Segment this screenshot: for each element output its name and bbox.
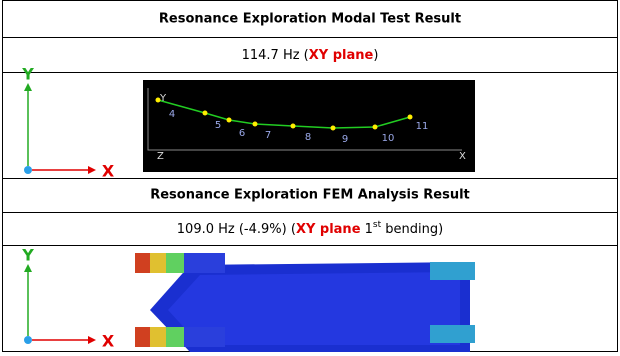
y-arrowhead xyxy=(24,264,32,272)
point-label: 6 xyxy=(239,128,245,139)
plane: XY plane xyxy=(309,48,374,63)
plot-x-label: X xyxy=(459,151,466,162)
mode-point xyxy=(253,122,258,127)
x-axis-label: X xyxy=(102,332,115,351)
result-text: 109.0 Hz (-4.9%) (XY plane 1st bending) xyxy=(177,220,443,237)
page: Resonance Exploration Modal Test Result … xyxy=(0,0,620,352)
point-label: 7 xyxy=(265,130,271,141)
mode-point xyxy=(408,115,413,120)
result-part: bending) xyxy=(381,222,443,237)
point-label: 11 xyxy=(416,121,429,132)
section-title: Resonance Exploration FEM Analysis Resul… xyxy=(150,188,470,203)
plot-z-label: Z xyxy=(157,151,164,162)
y-axis-label: Y xyxy=(21,246,34,265)
x-arrowhead xyxy=(88,336,96,344)
plot-y-label: Y xyxy=(159,93,167,104)
mode-point xyxy=(227,118,232,123)
point-label: 10 xyxy=(382,133,395,144)
y-arrowhead xyxy=(24,83,32,91)
result-part: 1 xyxy=(361,222,373,237)
mode-point xyxy=(291,124,296,129)
origin-dot xyxy=(24,336,32,344)
point-label: 8 xyxy=(305,132,311,143)
plane: XY plane xyxy=(296,222,361,237)
origin-dot xyxy=(24,166,32,174)
result-part: ) xyxy=(373,48,378,63)
x-arrowhead xyxy=(88,166,96,174)
result-part: 114.7 Hz ( xyxy=(242,48,309,63)
result-text: 114.7 Hz (XY plane) xyxy=(242,48,379,63)
axis-icons: Y X Y X xyxy=(21,65,115,351)
section-title: Resonance Exploration Modal Test Result xyxy=(159,12,461,27)
point-label: 9 xyxy=(342,134,348,145)
point-label: 5 xyxy=(215,120,221,131)
mode-point xyxy=(331,126,336,131)
mode-point xyxy=(203,111,208,116)
fem-image xyxy=(135,253,475,352)
y-axis-label: Y xyxy=(21,65,34,84)
result-part: 109.0 Hz (-4.9%) ( xyxy=(177,222,296,237)
x-axis-label: X xyxy=(102,162,115,181)
point-label: 4 xyxy=(169,109,175,120)
mode-point xyxy=(373,125,378,130)
